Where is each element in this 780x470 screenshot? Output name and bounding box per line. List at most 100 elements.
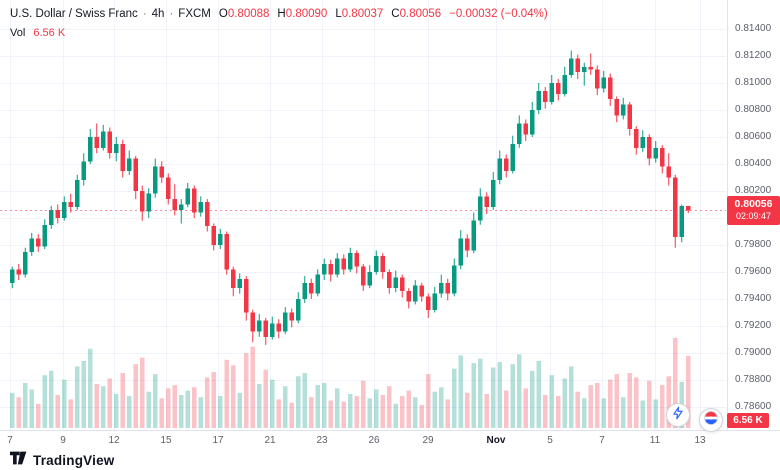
- candle-body: [393, 277, 398, 289]
- volume-bar: [660, 385, 665, 428]
- volume-bar: [380, 395, 385, 428]
- volume-bar: [653, 399, 658, 428]
- candle-body: [296, 299, 301, 321]
- volume-bar: [198, 397, 203, 428]
- candle-body: [484, 196, 489, 208]
- volume-bar: [452, 368, 457, 428]
- volume-bar: [231, 365, 236, 428]
- volume-bar: [588, 385, 593, 428]
- candle-body: [244, 278, 249, 313]
- candle-body: [192, 188, 197, 213]
- candle-body: [660, 147, 665, 167]
- time-axis-label: 23: [316, 435, 328, 446]
- volume-bar: [36, 403, 41, 428]
- candle-body: [510, 143, 515, 171]
- volume-bar: [205, 377, 210, 428]
- candle-body: [263, 320, 268, 337]
- candle-body: [426, 296, 431, 310]
- candle-body: [439, 282, 444, 294]
- volume-bar: [101, 386, 106, 428]
- volume-bar: [166, 388, 171, 428]
- candles-layer: [10, 50, 691, 345]
- candle-body: [348, 253, 353, 270]
- volume-bar: [179, 395, 184, 428]
- tradingview-brand[interactable]: TradingView: [33, 452, 115, 468]
- candle-body: [621, 104, 626, 116]
- volume-label[interactable]: Vol: [10, 27, 26, 39]
- volume-bar: [75, 366, 80, 428]
- candle-body: [543, 91, 548, 102]
- time-axis-label: Nov: [486, 435, 506, 446]
- volume-bar: [29, 389, 34, 428]
- candle-body: [517, 123, 522, 144]
- volume-bar: [81, 360, 86, 428]
- legend-separator: ·: [142, 8, 147, 20]
- last-price-value: 0.80056: [734, 198, 773, 211]
- volume-bar: [406, 390, 411, 428]
- volume-bar: [309, 397, 314, 428]
- symbol-title[interactable]: U.S. Dollar / Swiss Franc: [10, 8, 138, 20]
- exchange-label[interactable]: FXCM: [178, 8, 211, 20]
- volume-bar: [10, 392, 15, 428]
- volume-bar: [276, 399, 281, 428]
- candle-body: [10, 269, 15, 283]
- candle-body: [49, 209, 54, 225]
- instant-order-button[interactable]: [666, 403, 690, 427]
- price-axis-label: 0.79000: [735, 347, 772, 358]
- time-axis-label: 13: [694, 435, 706, 446]
- candle-body: [309, 282, 314, 294]
- candle-body: [673, 177, 678, 237]
- candle-body: [595, 69, 600, 89]
- candle-body: [94, 137, 99, 148]
- candle-body: [16, 269, 21, 275]
- volume-bar: [218, 396, 223, 428]
- volume-bar: [354, 396, 359, 428]
- volume-bar: [296, 376, 301, 428]
- candle-body: [354, 253, 359, 267]
- candle-body: [42, 224, 47, 247]
- time-axis-label: 12: [108, 435, 120, 446]
- volume-bar: [120, 373, 125, 428]
- footer: TradingView: [10, 450, 114, 470]
- volume-bar: [361, 380, 366, 428]
- candlestick-chart[interactable]: [0, 0, 726, 430]
- volume-bar: [107, 378, 112, 428]
- broker-button[interactable]: [699, 408, 723, 432]
- candle-body: [634, 128, 639, 148]
- volume-bar: [237, 392, 242, 428]
- candle-body: [107, 131, 112, 154]
- candle-body: [413, 285, 418, 302]
- volume-bar: [192, 387, 197, 428]
- volume-axis-badge: 6.56 K: [727, 413, 769, 428]
- time-axis[interactable]: 7 9 12 15 17 21 23 26 29 Nov 5 7 11 13: [0, 430, 780, 450]
- volume-bar: [413, 397, 418, 428]
- volume-bar: [471, 363, 476, 428]
- candle-body: [159, 166, 164, 178]
- volume-bar: [458, 355, 463, 428]
- candle-body: [536, 91, 541, 110]
- volume-bar: [647, 380, 652, 428]
- candle-body: [530, 110, 535, 135]
- price-axis-label: 0.79600: [735, 266, 772, 277]
- volume-bar: [322, 382, 327, 428]
- candle-body: [361, 266, 366, 286]
- volume-bar: [68, 399, 73, 428]
- candle-body: [101, 131, 106, 148]
- candle-body: [471, 220, 476, 251]
- tradingview-logo-icon[interactable]: [10, 451, 27, 470]
- volume-bar: [42, 375, 47, 428]
- candle-body: [679, 206, 684, 237]
- candle-body: [68, 201, 73, 208]
- bar-countdown: 02:09:47: [735, 211, 772, 222]
- candle-body: [88, 137, 93, 162]
- volume-bar: [595, 382, 600, 428]
- candle-body: [211, 226, 216, 245]
- interval-label[interactable]: 4h: [151, 8, 165, 20]
- volume-bar: [556, 396, 561, 428]
- volume-bar: [666, 376, 671, 428]
- candle-body: [549, 83, 554, 102]
- volume-bar: [250, 346, 255, 428]
- candle-body: [452, 265, 457, 294]
- last-price-badge: 0.80056 02:09:47: [727, 196, 780, 225]
